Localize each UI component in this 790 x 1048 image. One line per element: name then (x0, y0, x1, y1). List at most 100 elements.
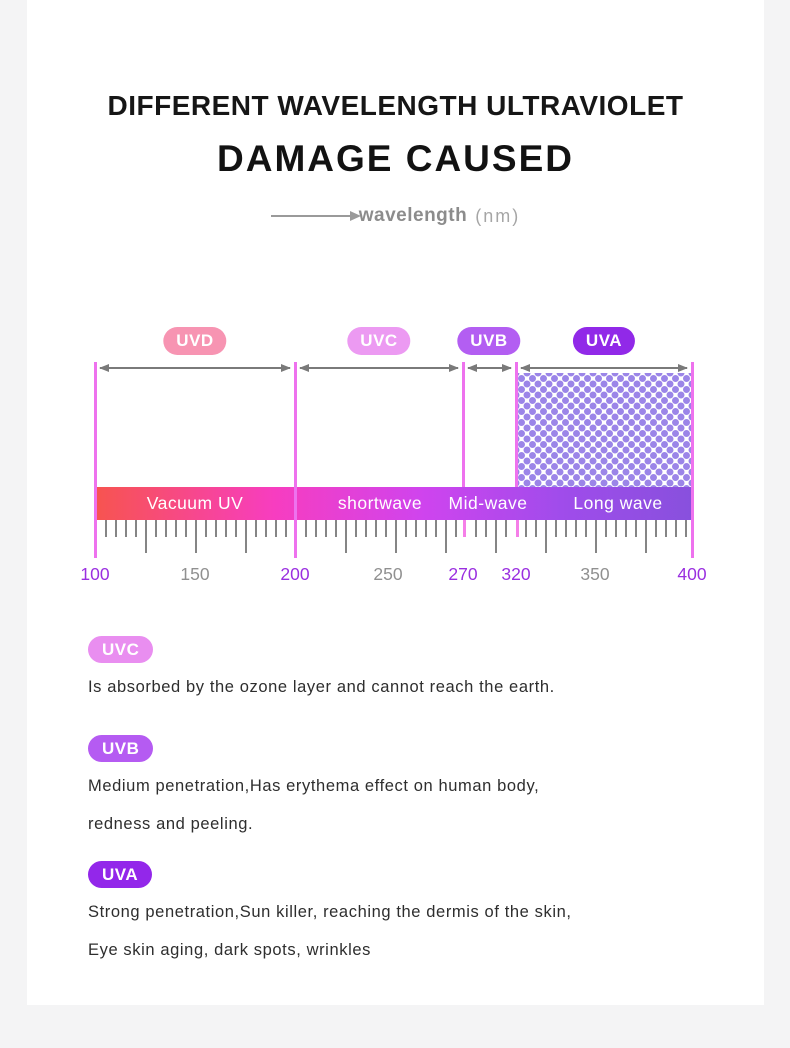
ruler-tick (335, 520, 337, 537)
ruler-tick (345, 520, 347, 553)
ruler-label-250: 250 (373, 564, 403, 584)
ruler-tick (485, 520, 487, 537)
ruler-tick (105, 520, 107, 537)
guide-line-100nm (93, 362, 97, 558)
ruler-tick (415, 520, 417, 537)
ruler-tick (355, 520, 357, 537)
ruler-tick (585, 520, 587, 537)
ruler-tick (235, 520, 237, 537)
ruler-tick (555, 520, 557, 537)
ruler-label-270: 270 (448, 564, 478, 584)
uva-section: UVA Strong penetration,Sun killer, reach… (88, 861, 728, 964)
ruler-tick (635, 520, 637, 537)
ruler-tick (595, 520, 597, 553)
uvb-range-badge: UVB (457, 327, 521, 355)
ruler-tick (516, 520, 519, 537)
guide-line-400nm (690, 362, 694, 558)
ruler-tick (195, 520, 197, 553)
page-subtitle: DAMAGE CAUSED (217, 138, 574, 179)
ruler-tick (445, 520, 447, 553)
ruler-tick (245, 520, 247, 553)
ruler-tick (155, 520, 157, 537)
uv-spectrum-diagram: UVD UVC UVB UVA Vacuum UV shortwave Mid-… (80, 327, 707, 597)
ruler-tick (365, 520, 367, 537)
uva-description-line1: Strong penetration,Sun killer, reaching … (88, 903, 572, 921)
ruler-label-320: 320 (501, 564, 531, 584)
guide-line-270nm (461, 362, 465, 487)
uva-description-line2: Eye skin aging, dark spots, wrinkles (88, 941, 371, 959)
uvb-section: UVB Medium penetration,Has erythema effe… (88, 735, 728, 838)
ruler-tick (545, 520, 547, 553)
ruler-tick (535, 520, 537, 537)
uvb-description-line2: redness and peeling. (88, 815, 254, 833)
bar-label-mid-wave: Mid-wave (448, 493, 528, 513)
ruler-tick (605, 520, 607, 537)
ruler-tick (505, 520, 507, 537)
uva-range-badge: UVA (572, 327, 636, 355)
axis-unit: (nm) (475, 205, 521, 226)
ruler-tick (265, 520, 267, 537)
ruler-tick (135, 520, 137, 537)
ruler-tick (565, 520, 567, 537)
bar-label-shortwave: shortwave (337, 493, 423, 513)
uvd-range-arrow-icon (99, 363, 291, 372)
uvb-description-line1: Medium penetration,Has erythema effect o… (88, 777, 540, 795)
ruler-tick (575, 520, 577, 537)
ruler-tick (115, 520, 117, 537)
ruler-tick (685, 520, 687, 537)
ruler-label-350: 350 (580, 564, 610, 584)
guide-line-200nm (293, 362, 297, 558)
ruler-tick (665, 520, 667, 537)
uvb-range-arrow-icon (467, 363, 512, 372)
ruler-tick (385, 520, 387, 537)
uva-range-arrow-icon (520, 363, 688, 372)
page-card: DIFFERENT WAVELENGTH ULTRAVIOLET DAMAGE … (27, 0, 764, 1005)
uvc-range-badge: UVC (347, 327, 411, 355)
guide-line-320nm (514, 362, 518, 487)
ruler-label-150: 150 (180, 564, 210, 584)
ruler-tick (275, 520, 277, 537)
ruler-tick (475, 520, 477, 537)
uvd-range-badge: UVD (163, 327, 227, 355)
ruler-tick (215, 520, 217, 537)
ruler-tick (675, 520, 677, 537)
uva-badge: UVA (88, 861, 153, 888)
ruler-tick (405, 520, 407, 537)
bar-label-vacuum-uv: Vacuum UV (146, 493, 244, 513)
ruler-tick (525, 520, 527, 537)
uva-dot-pattern (516, 373, 692, 487)
spectrum-bar: Vacuum UV shortwave Mid-wave Long wave (95, 487, 692, 520)
ruler-tick (625, 520, 627, 537)
ruler-tick (495, 520, 497, 553)
uvc-section: UVC Is absorbed by the ozone layer and c… (88, 636, 728, 701)
ruler-tick (185, 520, 187, 537)
ruler-tick (463, 520, 466, 537)
ruler-tick (255, 520, 257, 537)
ruler-tick (315, 520, 317, 537)
ruler-label-100: 100 (80, 564, 110, 584)
ruler: 100 150 200 250 270 320 350 400 (80, 520, 707, 584)
ruler-tick (125, 520, 127, 537)
ruler-tick (145, 520, 147, 553)
ruler-tick (205, 520, 207, 537)
bar-label-long-wave: Long wave (573, 493, 663, 513)
page-title: DIFFERENT WAVELENGTH ULTRAVIOLET (107, 90, 684, 121)
ruler-tick (645, 520, 647, 553)
uvb-badge: UVB (88, 735, 154, 762)
ruler-tick (175, 520, 177, 537)
ruler-tick (455, 520, 457, 537)
ruler-tick (615, 520, 617, 537)
ruler-tick (395, 520, 397, 553)
right-arrow-icon (270, 211, 361, 221)
uvc-range-arrow-icon (299, 363, 459, 372)
ruler-tick (285, 520, 287, 537)
ruler-tick (435, 520, 437, 537)
ruler-tick (325, 520, 327, 537)
ruler-label-400: 400 (677, 564, 707, 584)
ruler-tick (225, 520, 227, 537)
ruler-label-200: 200 (280, 564, 310, 584)
ruler-tick (165, 520, 167, 537)
uvc-description-line1: Is absorbed by the ozone layer and canno… (88, 678, 555, 696)
ruler-tick (655, 520, 657, 537)
ruler-tick (425, 520, 427, 537)
